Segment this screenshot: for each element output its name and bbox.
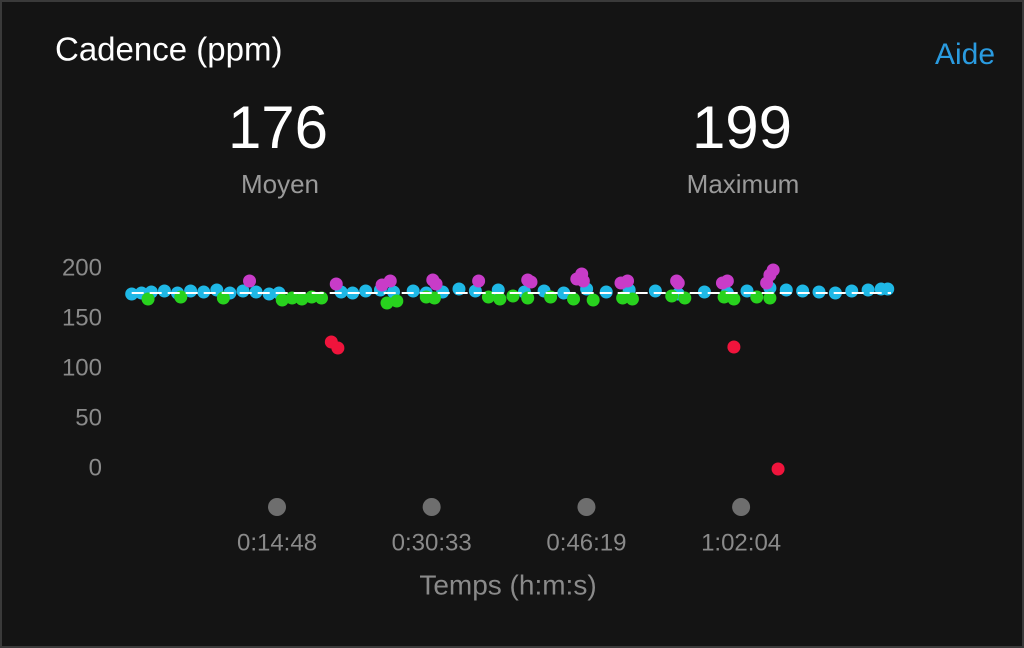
data-point: [236, 284, 250, 298]
x-tick-dot: [422, 498, 441, 516]
x-tick-dot: [732, 498, 751, 516]
data-point: [766, 263, 780, 277]
data-point: [406, 284, 420, 298]
chart-title: Cadence (ppm): [55, 31, 282, 68]
x-tick-label: 0:14:48: [237, 529, 317, 556]
data-point: [796, 284, 810, 298]
y-tick-label: 0: [89, 454, 102, 481]
y-tick-label: 200: [62, 254, 102, 281]
data-point: [493, 292, 507, 306]
data-point: [468, 284, 482, 298]
average-value: 176: [228, 94, 328, 161]
data-point: [249, 285, 263, 299]
x-axis-label: Temps (h:m:s): [419, 569, 596, 600]
data-point: [427, 291, 441, 305]
data-point: [861, 283, 875, 297]
x-tick-label: 0:30:33: [392, 529, 472, 556]
data-point: [157, 284, 171, 298]
data-point: [697, 285, 711, 299]
x-tick-dot: [577, 498, 596, 516]
data-point: [184, 284, 198, 298]
data-point: [576, 274, 590, 288]
x-tick-dot: [268, 498, 287, 516]
data-point: [779, 283, 793, 297]
data-point: [671, 276, 685, 290]
data-point: [295, 292, 309, 306]
data-point: [586, 293, 600, 307]
data-point: [429, 277, 443, 291]
data-point: [567, 292, 581, 306]
data-point: [771, 462, 785, 476]
data-point: [727, 292, 741, 306]
data-point: [329, 277, 343, 291]
data-point: [331, 341, 345, 355]
y-tick-label: 50: [75, 404, 102, 431]
data-point: [506, 289, 520, 303]
average-label: Moyen: [241, 169, 319, 199]
maximum-label: Maximum: [687, 169, 800, 199]
data-point: [285, 291, 299, 305]
data-point: [521, 291, 535, 305]
data-point: [625, 292, 639, 306]
y-tick-label: 150: [62, 304, 102, 331]
data-point: [648, 284, 662, 298]
help-link[interactable]: Aide: [935, 38, 995, 71]
data-point: [359, 284, 373, 298]
data-point: [621, 274, 635, 288]
data-point: [524, 275, 538, 289]
data-point: [315, 291, 329, 305]
data-point: [678, 291, 692, 305]
data-point: [740, 284, 754, 298]
data-point: [727, 340, 741, 354]
data-point: [763, 291, 777, 305]
maximum-value: 199: [692, 94, 792, 161]
data-point: [720, 274, 734, 288]
data-point: [216, 291, 230, 305]
x-tick-label: 1:02:04: [701, 529, 781, 556]
data-point: [390, 294, 404, 308]
data-point: [380, 296, 394, 310]
data-point: [243, 274, 257, 288]
data-point: [616, 291, 630, 305]
data-point: [275, 293, 289, 307]
data-point: [472, 274, 486, 288]
y-tick-label: 100: [62, 354, 102, 381]
data-point: [665, 289, 679, 303]
x-tick-label: 0:46:19: [546, 529, 626, 556]
data-point: [383, 274, 397, 288]
data-point: [141, 292, 155, 306]
data-point: [845, 284, 859, 298]
